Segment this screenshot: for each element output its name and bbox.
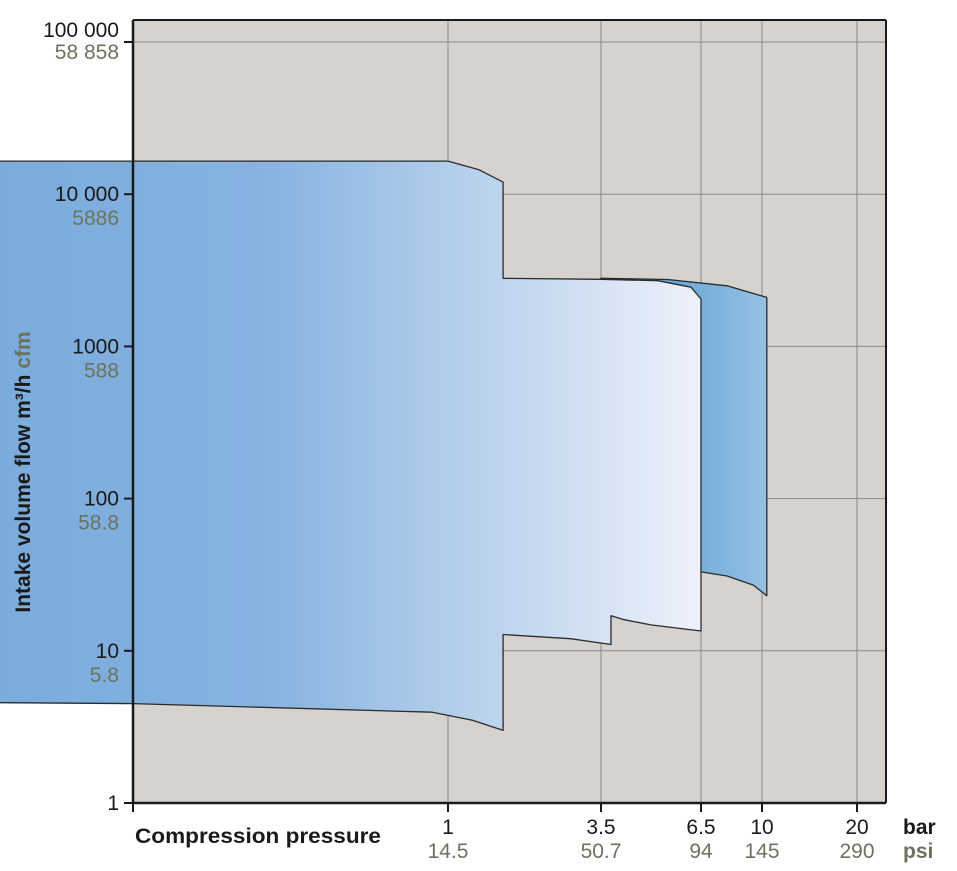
y-tick-label-secondary: 5.8 xyxy=(90,664,119,687)
y-axis-title-primary: Intake volume flow m³/h xyxy=(12,369,35,613)
y-tick-label: 100 000 xyxy=(43,19,119,42)
x-tick-label-secondary: 145 xyxy=(744,840,779,863)
y-tick-label-secondary: 588 xyxy=(84,359,119,382)
y-tick-label: 1 xyxy=(107,792,119,815)
region-front xyxy=(0,160,702,732)
x-tick-label: 6.5 xyxy=(686,816,715,839)
x-tick-label: 10 xyxy=(750,816,773,839)
y-tick-label: 1000 xyxy=(72,335,119,358)
x-axis-title: Compression pressure xyxy=(135,825,381,848)
y-tick-label: 10 000 xyxy=(55,183,119,206)
x-tick-label: 3.5 xyxy=(586,816,615,839)
y-axis-title-secondary: cfm xyxy=(12,331,35,368)
x-tick-label: 1 xyxy=(442,816,454,839)
y-tick-label-secondary: 5886 xyxy=(72,207,119,230)
y-axis-title: Intake volume flow m³/h cfm xyxy=(12,331,35,612)
x-unit-primary: bar xyxy=(903,816,936,839)
x-tick-label: 20 xyxy=(845,816,868,839)
y-tick-label-secondary: 58 858 xyxy=(55,41,119,64)
x-unit-secondary: psi xyxy=(903,840,933,863)
x-tick-label-secondary: 50.7 xyxy=(581,840,622,863)
y-tick-label-secondary: 58.8 xyxy=(78,512,119,535)
y-tick-label: 10 xyxy=(96,640,119,663)
y-tick-label: 100 xyxy=(84,488,119,511)
x-tick-label-secondary: 14.5 xyxy=(428,840,469,863)
x-tick-label-secondary: 290 xyxy=(839,840,874,863)
x-tick-label-secondary: 94 xyxy=(689,840,713,863)
